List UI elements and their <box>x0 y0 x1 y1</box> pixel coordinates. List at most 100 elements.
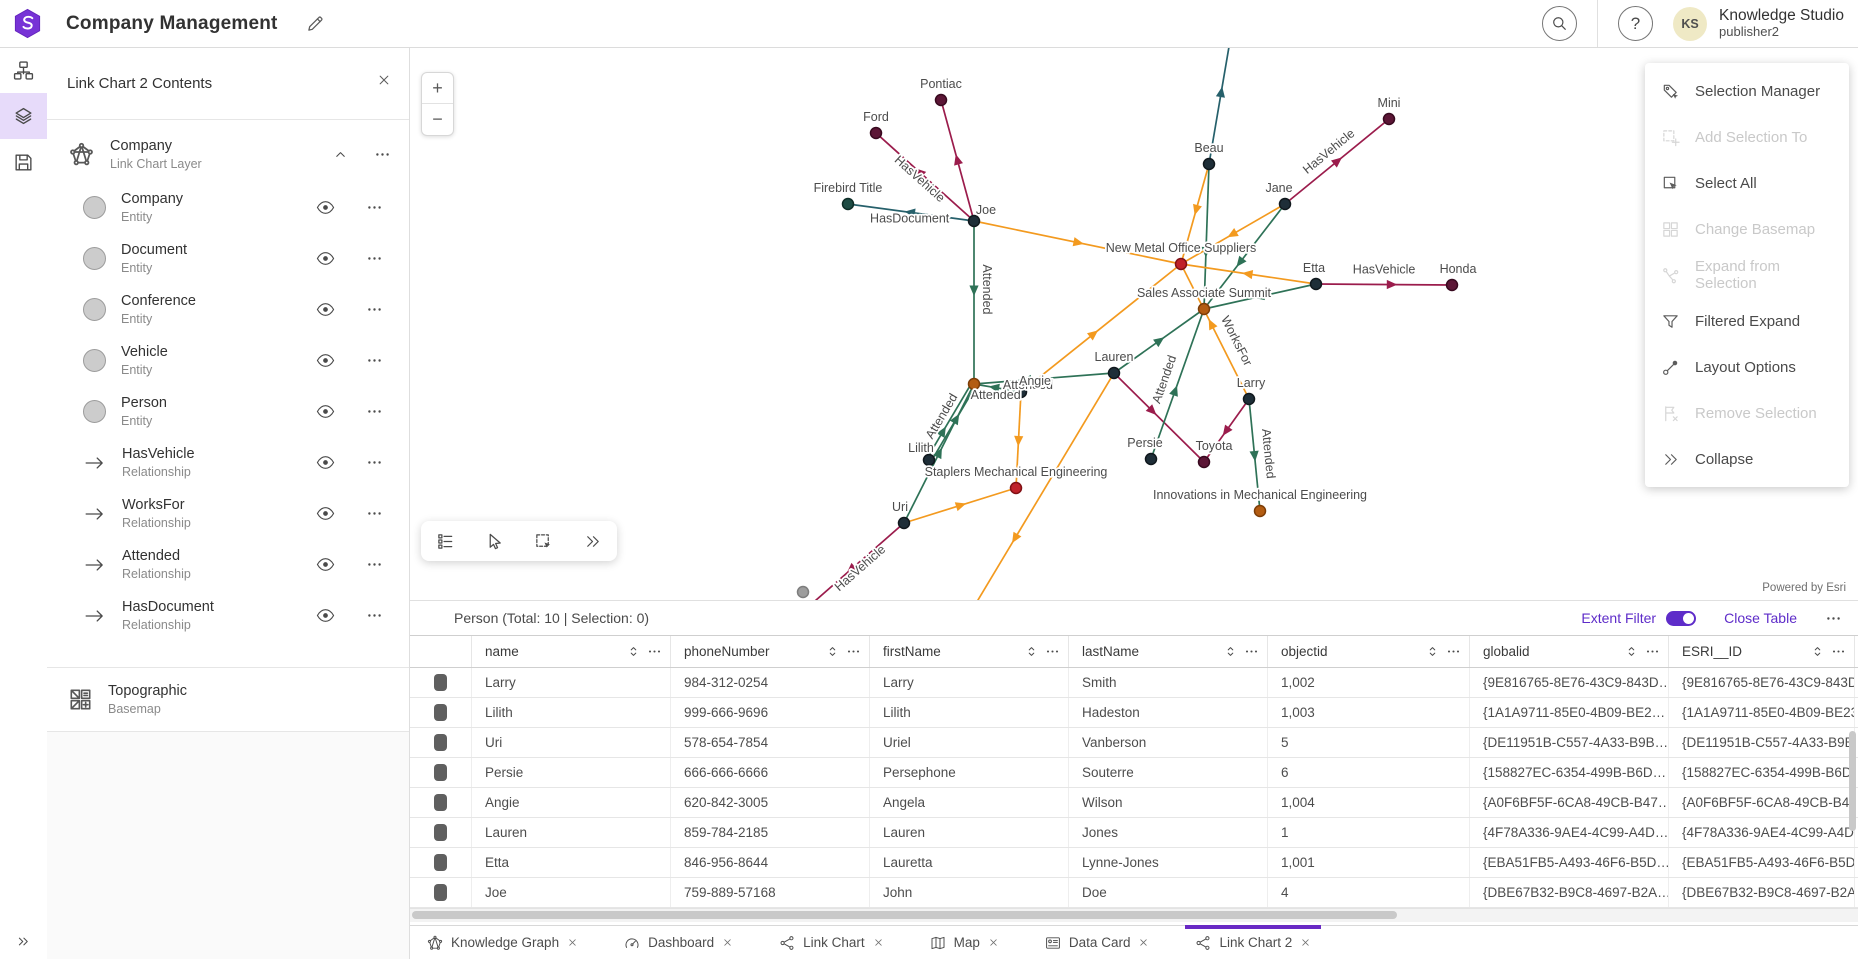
sort-icon[interactable] <box>826 645 839 658</box>
table-row[interactable]: Uri 578-654-7854 Uriel Vanberson 5 {DE11951B-… <box>409 728 1858 758</box>
visibility-toggle-icon[interactable] <box>316 555 335 574</box>
row-checkbox[interactable] <box>433 734 447 751</box>
close-tab-icon[interactable] <box>1138 937 1149 948</box>
search-button[interactable] <box>1542 6 1578 41</box>
tab-link-chart[interactable]: Link Chart <box>773 926 890 960</box>
layer-row-vehicle[interactable]: Vehicle Entity <box>47 335 409 386</box>
visibility-toggle-icon[interactable] <box>316 606 335 625</box>
edge-worksfor[interactable] <box>1020 263 1182 393</box>
row-checkbox-cell[interactable] <box>409 878 472 907</box>
node-person[interactable] <box>897 516 911 530</box>
legend-icon[interactable] <box>436 532 455 551</box>
node-person[interactable] <box>1309 277 1323 291</box>
tab-dashboard[interactable]: Dashboard <box>618 926 739 960</box>
tab-link-chart-2[interactable]: Link Chart 2 <box>1185 924 1322 960</box>
node-person[interactable] <box>967 214 981 228</box>
link-chart-graph[interactable]: HasVehicleHasVehicleHasVehicleHasVehicle… <box>409 47 1858 600</box>
visibility-toggle-icon[interactable] <box>316 402 335 421</box>
table-options-icon[interactable] <box>1825 610 1842 627</box>
tab-data-card[interactable]: Data Card <box>1039 926 1156 960</box>
menu-item-filtered-expand[interactable]: Filtered Expand <box>1645 298 1849 344</box>
layer-group-row[interactable]: Company Link Chart Layer <box>47 120 409 182</box>
node-vehicle[interactable] <box>1382 112 1396 126</box>
node-person[interactable] <box>1107 366 1121 380</box>
visibility-toggle-icon[interactable] <box>316 453 335 472</box>
column-options-icon[interactable] <box>1446 644 1461 659</box>
visibility-toggle-icon[interactable] <box>316 198 335 217</box>
visibility-toggle-icon[interactable] <box>316 504 335 523</box>
row-checkbox[interactable] <box>433 824 447 841</box>
layer-options-icon[interactable] <box>366 250 383 267</box>
menu-item-select-all[interactable]: Select All <box>1645 160 1849 206</box>
edge-worksfor[interactable] <box>1180 263 1250 400</box>
basemap-row[interactable]: Topographic Basemap <box>47 667 409 733</box>
edge-hasvehicle[interactable] <box>1113 372 1205 463</box>
node-conference[interactable] <box>1197 302 1211 316</box>
edge-attended[interactable] <box>1150 308 1205 460</box>
column-header-name[interactable]: name <box>472 636 671 667</box>
sort-icon[interactable] <box>1224 645 1237 658</box>
visibility-toggle-icon[interactable] <box>316 351 335 370</box>
layer-options-icon[interactable] <box>366 505 383 522</box>
chevrons-right-icon[interactable] <box>583 532 602 551</box>
layer-row-hasvehicle[interactable]: HasVehicle Relationship <box>47 437 409 488</box>
tab-knowledge-graph[interactable]: Knowledge Graph <box>421 926 584 960</box>
column-header-phoneNumber[interactable]: phoneNumber <box>671 636 870 667</box>
close-tab-icon[interactable] <box>722 937 733 948</box>
node-vehicle[interactable] <box>1445 278 1459 292</box>
edge-attended[interactable] <box>973 372 1115 385</box>
node-company[interactable] <box>1174 257 1188 271</box>
edge-attended[interactable] <box>1203 203 1286 310</box>
node-vehicle[interactable] <box>934 93 948 107</box>
table-row[interactable]: Etta 846-956-8644 Lauretta Lynne-Jones 1,001… <box>409 848 1858 878</box>
layer-row-company[interactable]: Company Entity <box>47 182 409 233</box>
edge-attended[interactable] <box>926 382 973 460</box>
layer-row-hasdocument[interactable]: HasDocument Relationship <box>47 590 409 641</box>
layer-row-document[interactable]: Document Entity <box>47 233 409 284</box>
column-options-icon[interactable] <box>647 644 662 659</box>
help-button[interactable]: ? <box>1618 6 1654 41</box>
column-header-lastName[interactable]: lastName <box>1069 636 1268 667</box>
table-row[interactable]: Joe 759-889-57168 John Doe 4 {DBE67B32-B9C8-4… <box>409 878 1858 908</box>
table-row[interactable]: Larry 984-312-0254 Larry Smith 1,002 {9E81676… <box>409 668 1858 698</box>
column-options-icon[interactable] <box>1244 644 1259 659</box>
column-header-firstName[interactable]: firstName <box>870 636 1069 667</box>
visibility-toggle-icon[interactable] <box>316 249 335 268</box>
row-checkbox[interactable] <box>433 674 447 691</box>
sort-icon[interactable] <box>627 645 640 658</box>
visibility-toggle-icon[interactable] <box>316 300 335 319</box>
edge-hasdocument[interactable] <box>1208 47 1231 165</box>
rail-item-layers[interactable] <box>0 93 47 139</box>
sort-icon[interactable] <box>1625 645 1638 658</box>
sort-icon[interactable] <box>1811 645 1824 658</box>
extent-filter-toggle[interactable] <box>1666 610 1697 626</box>
menu-item-collapse[interactable]: Collapse <box>1645 436 1849 482</box>
node-vehicle[interactable] <box>1197 455 1211 469</box>
row-checkbox[interactable] <box>433 884 447 901</box>
layer-options-icon[interactable] <box>366 556 383 573</box>
row-checkbox-cell[interactable] <box>409 848 472 877</box>
layer-options-icon[interactable] <box>366 403 383 420</box>
node-person[interactable] <box>922 453 936 467</box>
cursor-icon[interactable] <box>485 532 504 551</box>
node-person[interactable] <box>1202 157 1216 171</box>
table-row[interactable]: Persie 666-666-6666 Persephone Souterre 6 {15… <box>409 758 1858 788</box>
row-checkbox[interactable] <box>433 764 447 781</box>
edge-hasvehicle[interactable] <box>1315 283 1453 286</box>
edge-attended[interactable] <box>1203 163 1210 310</box>
sort-icon[interactable] <box>1025 645 1038 658</box>
column-options-icon[interactable] <box>1831 644 1846 659</box>
node-document[interactable] <box>841 197 855 211</box>
node-vehicle[interactable] <box>869 126 883 140</box>
table-horizontal-scrollbar[interactable] <box>409 908 1858 922</box>
column-options-icon[interactable] <box>846 644 861 659</box>
layer-options-icon[interactable] <box>366 199 383 216</box>
row-checkbox-cell[interactable] <box>409 698 472 727</box>
close-tab-icon[interactable] <box>988 937 999 948</box>
row-checkbox[interactable] <box>433 854 447 871</box>
close-panel-icon[interactable] <box>377 73 391 87</box>
node-person[interactable] <box>1144 452 1158 466</box>
column-header-globalid[interactable]: globalid <box>1470 636 1669 667</box>
layer-options-icon[interactable] <box>366 301 383 318</box>
menu-item-layout-options[interactable]: Layout Options <box>1645 344 1849 390</box>
